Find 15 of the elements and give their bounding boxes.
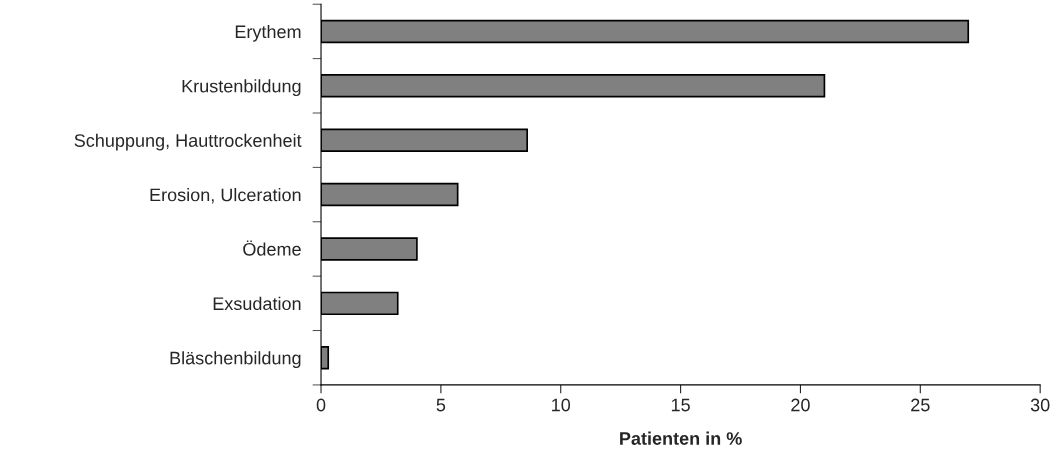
x-tick-label: 25 <box>911 398 930 412</box>
y-tick-label: Erythem <box>235 24 301 42</box>
y-tick-label: Schuppung, Hauttrockenheit <box>74 133 302 151</box>
x-axis-title: Patienten in % <box>620 431 742 445</box>
y-tick-label: Bläschenbildung <box>170 351 301 369</box>
x-tick-label: 0 <box>316 398 326 412</box>
x-tick-label: 15 <box>671 398 690 412</box>
x-tick-label: 10 <box>552 398 571 412</box>
x-tick-label: 20 <box>791 398 810 412</box>
y-tick-label: Exsudation <box>213 296 301 311</box>
x-tick-label: 5 <box>436 398 446 412</box>
y-tick-label: Krustenbildung <box>182 79 301 97</box>
y-tick-label: Ödeme <box>243 240 301 256</box>
x-tick-label: 30 <box>1030 398 1050 412</box>
y-tick-label: Erosion, Ulceration <box>150 188 301 204</box>
